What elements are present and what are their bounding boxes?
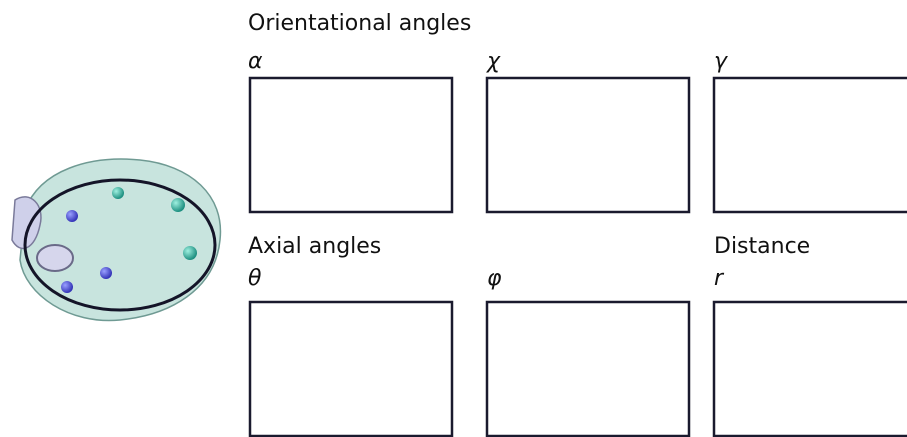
angle-label: φ <box>487 266 502 291</box>
figure: Orientational angles α χ γ Axial angles … <box>0 0 907 437</box>
section-title: Distance <box>714 234 810 259</box>
panel-alpha <box>250 78 452 212</box>
section-title: Orientational angles <box>248 11 471 36</box>
protein-overview <box>12 159 220 320</box>
panel-phi <box>487 302 689 436</box>
panel-distance <box>714 302 907 436</box>
panel-gamma <box>714 78 907 212</box>
angle-label: γ <box>714 49 728 74</box>
panel-theta <box>250 302 452 436</box>
panel-chi <box>487 78 689 212</box>
angle-label: χ <box>486 49 501 74</box>
angle-label: α <box>248 49 263 74</box>
angle-label: r <box>714 266 725 291</box>
angle-label: θ <box>248 266 262 291</box>
section-title: Axial angles <box>248 234 381 259</box>
